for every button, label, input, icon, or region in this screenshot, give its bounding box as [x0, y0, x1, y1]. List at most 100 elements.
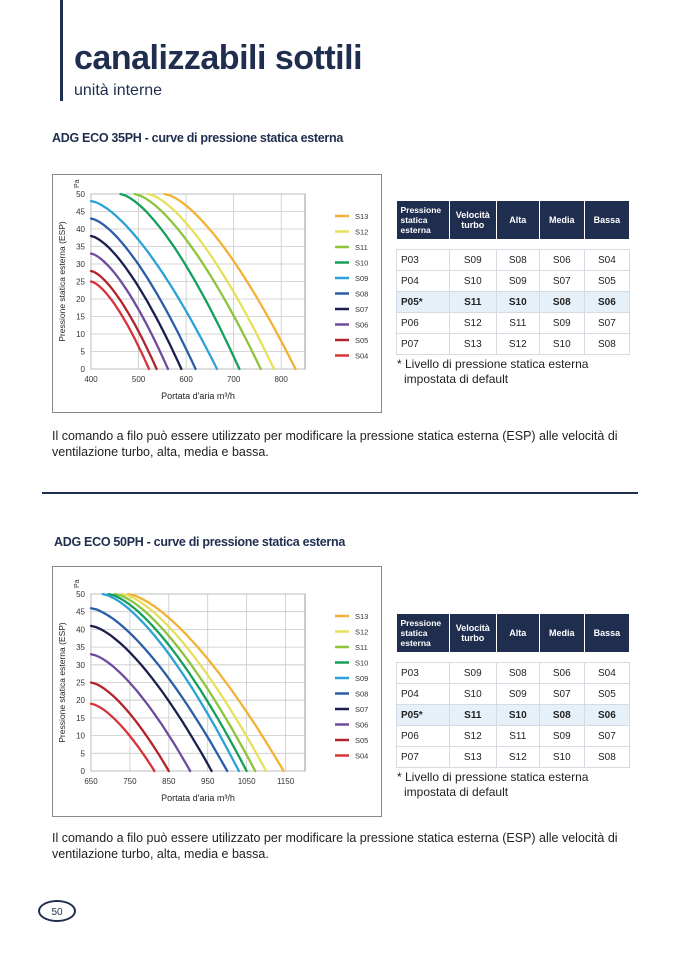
- y-unit-label: Pa: [74, 179, 81, 188]
- section-title-35ph: ADG ECO 35PH - curve di pressione static…: [52, 131, 343, 145]
- x-tick-label: 500: [132, 375, 146, 384]
- table-cell: S06: [583, 704, 631, 726]
- x-tick-label: 1150: [277, 777, 295, 786]
- table-cell: S12: [495, 746, 540, 768]
- table-cell: P03: [396, 662, 450, 684]
- y-tick-label: 50: [76, 590, 85, 599]
- y-tick-label: 5: [81, 749, 86, 758]
- table-header-cell: Velocità turbo: [449, 614, 497, 652]
- legend-label-s05: S05: [355, 736, 368, 745]
- y-tick-label: 45: [76, 608, 85, 617]
- note-line-2: impostata di default: [404, 372, 509, 386]
- x-axis-label: Portata d'aria m³/h: [161, 391, 235, 401]
- table-header-cell: Bassa: [584, 201, 631, 239]
- table-cell: S10: [495, 704, 540, 726]
- series-line-s10: [119, 192, 241, 371]
- x-axis-label: Portata d'aria m³/h: [161, 793, 235, 803]
- chart-35ph-svg: 0 5 10 15 20 25 30 35 40 45 50 400 500 600 700 800 Pa Pre…: [57, 179, 368, 401]
- table-cell: S12: [448, 725, 497, 747]
- y-tick-label: 15: [76, 714, 85, 723]
- y-tick-label: 20: [76, 295, 85, 304]
- y-tick-label: 20: [76, 696, 85, 705]
- y-tick-label: 10: [76, 732, 85, 741]
- table-cell: S07: [583, 725, 631, 747]
- table-cell: S08: [538, 704, 585, 726]
- legend-label-s06: S06: [355, 721, 368, 730]
- legend-label-s04: S04: [355, 752, 368, 761]
- y-tick-label: 35: [76, 643, 85, 652]
- default-note-50ph: * Livello di pressione statica esterna i…: [397, 770, 588, 800]
- legend-label-s04: S04: [355, 352, 368, 361]
- legend-label-s10: S10: [355, 259, 368, 268]
- x-tick-label: 750: [123, 777, 137, 786]
- legend-label-s06: S06: [355, 321, 368, 330]
- y-tick-label: 15: [76, 313, 85, 322]
- x-tick-label: 600: [179, 375, 193, 384]
- table-header-cell: Alta: [496, 614, 540, 652]
- table-cell: S05: [583, 683, 631, 705]
- series-line-s09: [89, 199, 219, 371]
- page-title: canalizzabili sottili: [74, 39, 363, 77]
- table-header-cell: Media: [539, 614, 585, 652]
- table-cell: S09: [448, 249, 497, 271]
- legend-label-s12: S12: [355, 228, 368, 237]
- table-cell: P05*: [396, 291, 450, 313]
- x-tick-label: 650: [84, 777, 98, 786]
- series-line-s13: [163, 192, 297, 371]
- legend-label-s10: S10: [355, 659, 368, 668]
- table-cell: S06: [538, 662, 585, 684]
- table-cell: S10: [538, 746, 585, 768]
- y-tick-label: 50: [76, 190, 85, 199]
- table-header-cell: Alta: [496, 201, 540, 239]
- series-line-s10: [107, 592, 248, 773]
- table-cell: S08: [583, 746, 631, 768]
- header-accent-bar: [60, 0, 63, 101]
- section-divider: [42, 492, 638, 494]
- table-spacer: [397, 239, 630, 250]
- body-line-2: ventilazione turbo, alta, media e bassa.: [52, 847, 269, 861]
- y-tick-label: 10: [76, 330, 85, 339]
- body-text-50ph: Il comando a filo può essere utilizzato …: [52, 830, 632, 862]
- table-cell: S11: [495, 725, 540, 747]
- table-row: P07 S13 S12 S10 S08: [396, 333, 631, 355]
- x-tick-label: 850: [162, 777, 176, 786]
- table-cell: P06: [396, 725, 450, 747]
- series-line-s06: [89, 653, 192, 773]
- table-cell: S04: [583, 662, 631, 684]
- speed-table-35ph: Pressione statica esterna Velocità turbo A…: [396, 201, 631, 355]
- y-tick-label: 0: [81, 767, 86, 776]
- body-line-2: ventilazione turbo, alta, media e bassa.: [52, 445, 269, 459]
- table-row: P04 S10 S09 S07 S05: [396, 683, 631, 705]
- table-cell: S09: [448, 662, 497, 684]
- table-header-cell: Pressione statica esterna: [396, 201, 450, 239]
- x-tick-label: 800: [275, 375, 289, 384]
- x-tick-label: 950: [201, 777, 215, 786]
- series-line-s04: [89, 280, 151, 371]
- table-row: P04 S10 S09 S07 S05: [396, 270, 631, 292]
- table-cell: P07: [396, 333, 450, 355]
- chart-35ph: 0 5 10 15 20 25 30 35 40 45 50 400 500 600 700 800 Pa Pre…: [52, 174, 382, 413]
- table-cell: S10: [448, 683, 497, 705]
- table-cell: S11: [495, 312, 540, 334]
- series-line-s05: [89, 269, 158, 371]
- legend-label-s13: S13: [355, 612, 368, 621]
- y-axis-label: Pressione statica esterna (ESP): [57, 622, 67, 743]
- series-line-s12: [146, 192, 276, 371]
- default-note-35ph: * Livello di pressione statica esterna i…: [397, 357, 588, 387]
- series-line-s07: [89, 234, 183, 371]
- y-tick-label: 40: [76, 225, 85, 234]
- legend-label-s13: S13: [355, 212, 368, 221]
- note-line-2: impostata di default: [404, 785, 509, 799]
- body-text-35ph: Il comando a filo può essere utilizzato …: [52, 428, 632, 460]
- table-cell: S08: [583, 333, 631, 355]
- y-tick-label: 40: [76, 625, 85, 634]
- table-cell: S10: [448, 270, 497, 292]
- legend-label-s09: S09: [355, 274, 368, 283]
- x-tick-label: 1050: [238, 777, 256, 786]
- legend-label-s07: S07: [355, 305, 368, 314]
- table-cell: S11: [448, 291, 497, 313]
- series-line-s08: [89, 217, 197, 371]
- table-cell: S12: [448, 312, 497, 334]
- page-number: 50: [38, 900, 76, 922]
- table-row: P05* S11 S10 S08 S06: [396, 291, 631, 313]
